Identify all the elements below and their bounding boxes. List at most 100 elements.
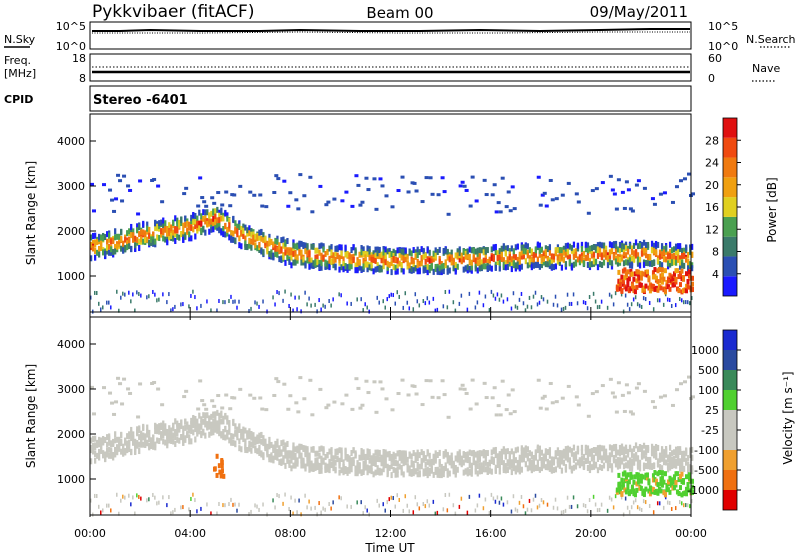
nsearch-tick-bottom: 10^0 (708, 40, 738, 53)
velocity-cell (659, 480, 663, 486)
power-cell (90, 234, 93, 241)
power-cell (396, 263, 399, 270)
velocity-cell (96, 441, 99, 448)
velocity-cell (228, 420, 231, 427)
velocity-cell (656, 461, 660, 468)
power-cell (614, 240, 618, 247)
power-cell (182, 192, 187, 196)
velocity-cell (578, 462, 582, 469)
velocity-cell (522, 447, 525, 454)
power-cell (198, 209, 201, 216)
velocity-cell (642, 442, 646, 449)
velocity-cell (536, 378, 541, 382)
power-cell (482, 249, 485, 256)
power-cell (168, 230, 171, 237)
velocity-cell (414, 495, 417, 500)
velocity-cell (492, 459, 495, 466)
velocity-cell (636, 479, 640, 485)
velocity-cell (370, 459, 373, 466)
velocity-cell (158, 423, 161, 430)
power-cell (674, 268, 678, 274)
power-cell (394, 264, 397, 271)
velocity-cell (108, 435, 111, 442)
power-cell (671, 276, 675, 282)
velocity-cell (615, 487, 619, 493)
power-cell (621, 281, 625, 287)
power-cell (120, 245, 123, 252)
power-cell (614, 258, 618, 265)
velocity-cell (622, 453, 626, 460)
velocity-cell (290, 450, 293, 457)
power-cell (92, 209, 97, 213)
velocity-cell (528, 498, 531, 503)
velocity-cell (602, 462, 606, 469)
velocity-cell (647, 488, 651, 494)
colorbar-tick-label: 1000 (691, 344, 719, 357)
velocity-cell (340, 452, 343, 459)
power-cell (122, 247, 125, 254)
power-cell (630, 209, 635, 213)
power-cell (686, 284, 690, 290)
velocity-cell (260, 407, 265, 411)
power-cell (400, 254, 403, 261)
power-cell (326, 262, 329, 269)
power-cell (596, 252, 600, 259)
power-cell (144, 237, 147, 244)
power-cell (330, 244, 333, 251)
power-cell (604, 253, 608, 260)
velocity-marks (90, 375, 695, 517)
velocity-cell (604, 448, 608, 455)
power-cell (436, 193, 441, 197)
power-cell (382, 259, 385, 266)
velocity-cell (200, 423, 203, 430)
velocity-cell (98, 454, 101, 461)
velocity-cell (438, 449, 441, 456)
power-cell (478, 265, 481, 272)
power-cell (560, 247, 564, 254)
velocity-cell (156, 437, 159, 444)
velocity-cell (96, 494, 98, 499)
velocity-cell (338, 457, 341, 464)
power-cell (580, 241, 584, 248)
velocity-cell (660, 465, 664, 472)
velocity-cell (552, 505, 555, 510)
power-cell (202, 215, 205, 222)
velocity-cell (412, 384, 417, 388)
x-tick-label: 12:00 (375, 527, 407, 540)
power-cell (562, 245, 566, 252)
velocity-cell (114, 446, 117, 453)
power-cell (92, 239, 95, 246)
velocity-cell (624, 474, 628, 480)
power-cell (478, 247, 481, 254)
velocity-cell (286, 440, 289, 447)
power-cell (598, 304, 601, 309)
velocity-cell (670, 462, 674, 469)
velocity-cell (524, 451, 527, 458)
velocity-cell (630, 465, 634, 472)
power-cell (542, 297, 545, 302)
velocity-cell (310, 465, 313, 472)
velocity-cell (564, 446, 568, 453)
velocity-cell (624, 444, 628, 451)
velocity-cell (126, 443, 129, 450)
power-cell (645, 269, 649, 275)
velocity-cell (526, 455, 529, 462)
power-cell (188, 304, 190, 309)
power-cell (680, 247, 684, 254)
power-cell (644, 259, 648, 266)
power-cell (192, 289, 194, 294)
velocity-cell (282, 501, 284, 506)
velocity-cell (560, 456, 564, 463)
power-cell (278, 248, 281, 255)
velocity-cell (652, 510, 655, 515)
velocity-cell (174, 418, 177, 425)
power-cell (220, 203, 225, 207)
power-cell (596, 246, 600, 253)
velocity-cell (534, 493, 537, 498)
power-cell (294, 243, 297, 250)
velocity-cell (176, 429, 179, 436)
velocity-cell (306, 453, 309, 460)
velocity-cell (666, 500, 669, 505)
velocity-cell (638, 506, 641, 511)
velocity-cell (390, 408, 395, 412)
